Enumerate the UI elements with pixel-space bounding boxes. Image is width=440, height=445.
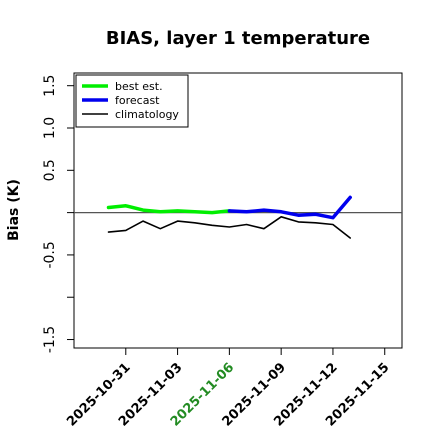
legend-label: best est.	[115, 80, 163, 93]
y-tick-label: 0.5	[42, 159, 58, 181]
plot-frame	[73, 72, 403, 349]
plot-area: -1.5-0.50.51.01.52025-10-312025-11-03202…	[42, 72, 403, 430]
chart-title: BIAS, layer 1 temperature	[106, 28, 370, 49]
legend-label: forecast	[115, 94, 160, 107]
y-axis-label: Bias (K)	[6, 179, 22, 241]
y-tick-label: 1.5	[42, 75, 58, 97]
series-line-climatology	[107, 216, 352, 239]
series-line-forecast	[227, 195, 352, 220]
legend-label: climatology	[115, 108, 179, 121]
y-tick-label: 1.0	[42, 117, 58, 139]
series-line-best-est	[106, 204, 232, 215]
y-tick-label: -0.5	[42, 241, 58, 268]
y-tick-label: -1.5	[42, 326, 58, 353]
